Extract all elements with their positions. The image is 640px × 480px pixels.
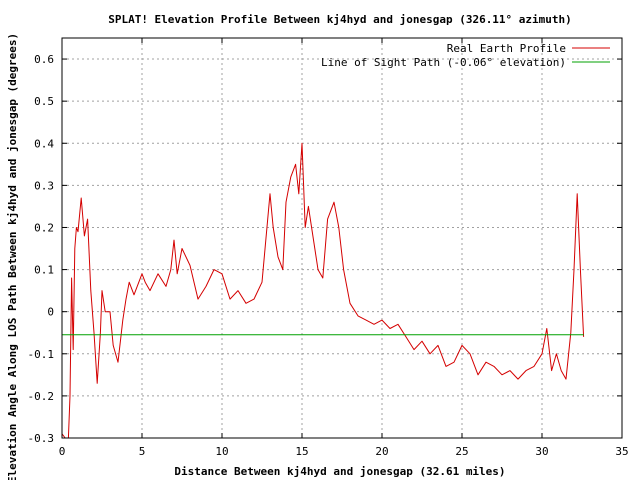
y-tick-label: 0 <box>47 306 54 319</box>
y-tick-label: 0.1 <box>34 264 54 277</box>
y-tick-label: 0.5 <box>34 95 54 108</box>
legend-entry-terrain-label: Real Earth Profile <box>447 42 566 55</box>
x-tick-label: 20 <box>375 445 388 458</box>
chart-title: SPLAT! Elevation Profile Between kj4hyd … <box>108 13 572 26</box>
grid-lines <box>62 38 622 438</box>
tick-labels: 0 5 10 15 20 25 30 35 -0.3 -0.2 -0.1 0 0.1 0.2 0.3 0.4 0… <box>28 38 629 458</box>
y-tick-label: 0.4 <box>34 137 54 150</box>
plot-frame <box>61 37 623 439</box>
terrain-profile-line <box>61 142 585 439</box>
x-tick-label: 0 <box>59 445 66 458</box>
x-tick-label: 5 <box>139 445 146 458</box>
y-tick-label: -0.2 <box>28 390 55 403</box>
legend-entry-los-label: Line of Sight Path (-0.06° elevation) <box>321 56 566 69</box>
y-tick-label: -0.1 <box>28 348 55 361</box>
x-tick-label: 35 <box>615 445 628 458</box>
y-tick-label: 0.3 <box>34 179 54 192</box>
x-tick-label: 30 <box>535 445 548 458</box>
x-tick-label: 15 <box>295 445 308 458</box>
x-tick-label: 10 <box>215 445 228 458</box>
x-axis-label: Distance Between kj4hyd and jonesgap (32… <box>174 465 505 478</box>
y-tick-label: -0.3 <box>28 432 55 445</box>
y-tick-label: 0.2 <box>34 221 54 234</box>
y-tick-label: 0.6 <box>34 53 54 66</box>
series-layer <box>61 142 585 439</box>
x-tick-label: 25 <box>455 445 468 458</box>
y-axis-label: Elevation Angle Along LOS Path Between k… <box>6 33 19 480</box>
